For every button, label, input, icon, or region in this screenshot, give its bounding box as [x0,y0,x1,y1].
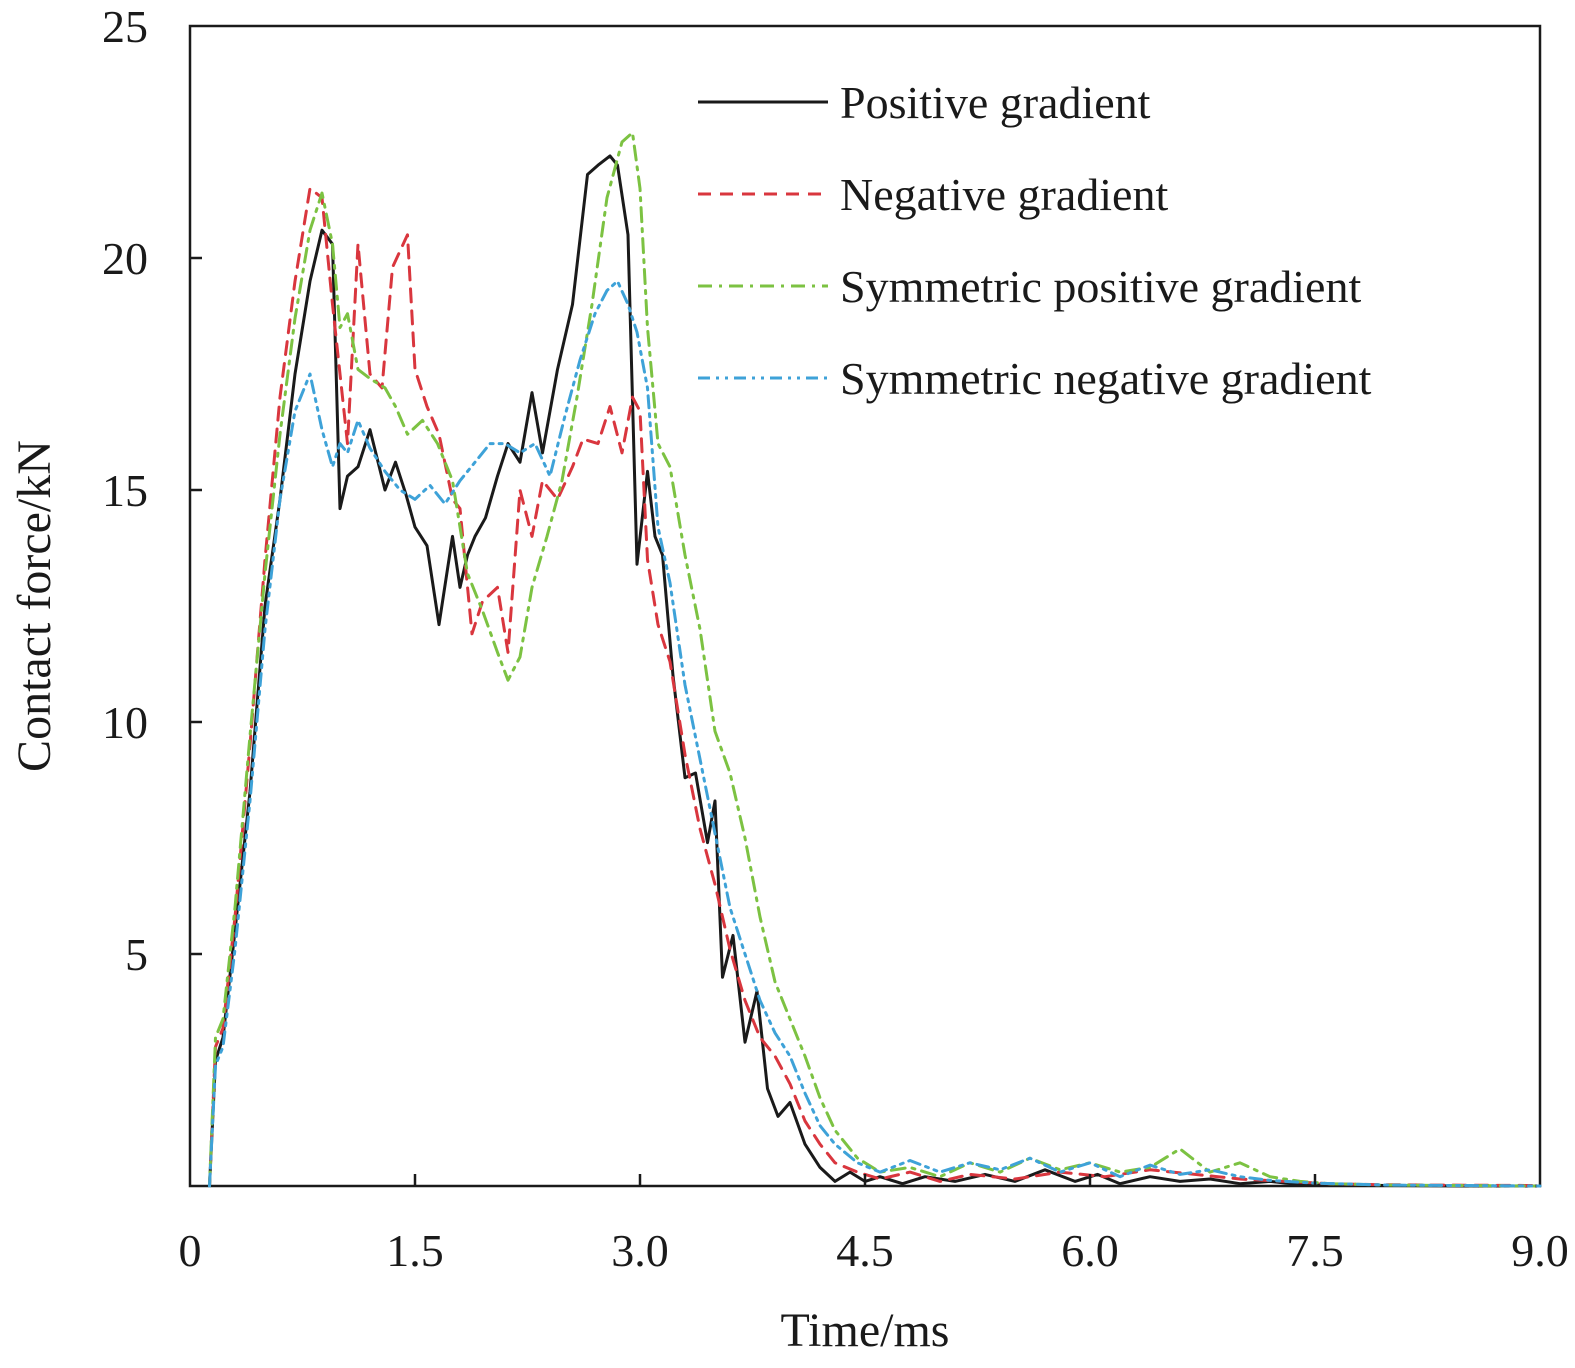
x-axis-ticks: 0 1.5 3.0 4.5 6.0 7.5 9.0 [179,1174,1569,1276]
legend: Positive gradient Negative gradient Symmet… [698,77,1372,404]
y-axis-title: Contact force/kN [8,440,61,772]
series-layer [208,131,1542,1188]
y-tick-label: 5 [125,929,148,980]
x-axis-title: Time/ms [781,1304,950,1357]
legend-label: Symmetric positive gradient [840,261,1361,312]
y-axis-ticks: 5 10 15 20 25 [102,1,202,980]
y-tick-label: 20 [102,233,148,284]
x-tick-label: 6.0 [1061,1225,1119,1276]
y-tick-label: 25 [102,1,148,52]
series-line-positive-gradient [208,154,1542,1188]
series-line-negative-gradient [208,186,1542,1188]
x-tick-label: 4.5 [836,1225,894,1276]
series-line-symmetric-negative-gradient [208,279,1542,1188]
series-line-symmetric-positive-gradient [208,131,1542,1188]
legend-label: Symmetric negative gradient [840,353,1372,404]
x-tick-label: 3.0 [611,1225,669,1276]
legend-label: Negative gradient [840,169,1168,220]
x-tick-label: 7.5 [1286,1225,1344,1276]
x-tick-label: 0 [179,1225,202,1276]
y-tick-label: 10 [102,697,148,748]
y-tick-label: 15 [102,465,148,516]
legend-label: Positive gradient [840,77,1151,128]
x-tick-label: 9.0 [1511,1225,1569,1276]
x-tick-label: 1.5 [386,1225,444,1276]
